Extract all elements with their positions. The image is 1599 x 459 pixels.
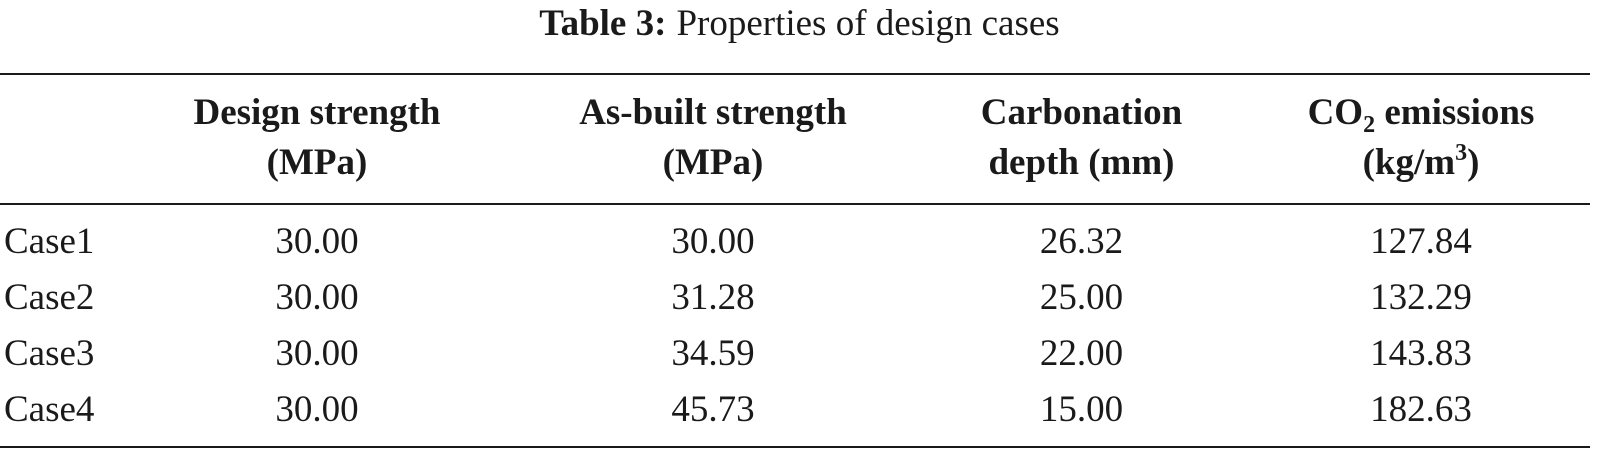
carbonation-depth-value: 25.00 — [1039, 277, 1124, 318]
header-rule — [0, 203, 1590, 205]
carbonation-depth-value: 26.32 — [1039, 221, 1124, 262]
header-line: (kg/m3) — [1282, 138, 1560, 188]
case-label: Case1 — [4, 221, 95, 262]
table-row: Case1 30.00 30.00 26.32 127.84 — [0, 213, 1590, 271]
co2-co: CO — [1307, 92, 1364, 133]
design-strength-value: 30.00 — [275, 333, 359, 374]
header-line: As-built strength — [579, 92, 847, 133]
design-strength-value: 30.00 — [275, 221, 359, 262]
co2-emissions-value: 143.83 — [1370, 333, 1472, 374]
carbonation-depth-value: 22.00 — [1039, 333, 1124, 374]
carbonation-depth-value: 15.00 — [1039, 389, 1124, 430]
header-carbonation-depth: Carbonation depth (mm) — [960, 88, 1203, 188]
header-line: depth (mm) — [988, 142, 1175, 183]
co2-rest: emissions — [1375, 92, 1535, 133]
asbuilt-strength-value: 45.73 — [671, 389, 755, 430]
caption-text: Properties of design cases — [676, 3, 1060, 44]
co2-emissions-value: 127.84 — [1370, 221, 1472, 262]
table-row: Case4 30.00 45.73 15.00 182.63 — [0, 381, 1590, 439]
header-line: Carbonation — [980, 92, 1183, 133]
design-strength-value: 30.00 — [275, 389, 359, 430]
header-line: Design strength — [193, 92, 441, 133]
header-line: (MPa) — [662, 142, 764, 183]
header-co2-emissions: CO2 emissions (kg/m3) — [1282, 88, 1560, 188]
case-label: Case4 — [4, 389, 95, 430]
unit-open: (kg/m — [1362, 142, 1456, 183]
bottom-rule — [0, 446, 1590, 448]
top-rule — [0, 73, 1590, 75]
case-label: Case3 — [4, 333, 95, 374]
unit-superscript: 3 — [1455, 140, 1468, 166]
caption-label: Table 3: — [539, 3, 667, 44]
unit-close: ) — [1467, 142, 1480, 183]
header-design-strength: Design strength (MPa) — [167, 88, 467, 188]
header-line: CO2 emissions — [1282, 88, 1560, 138]
co2-emissions-value: 182.63 — [1370, 389, 1472, 430]
co2-emissions-value: 132.29 — [1370, 277, 1472, 318]
header-asbuilt-strength: As-built strength (MPa) — [552, 88, 874, 188]
design-strength-value: 30.00 — [275, 277, 359, 318]
asbuilt-strength-value: 30.00 — [671, 221, 755, 262]
table-row: Case2 30.00 31.28 25.00 132.29 — [0, 269, 1590, 327]
table-caption: Table 3: Properties of design cases — [0, 2, 1599, 46]
case-label: Case2 — [4, 277, 95, 318]
co2-subscript: 2 — [1363, 112, 1376, 138]
asbuilt-strength-value: 34.59 — [671, 333, 755, 374]
header-line: (MPa) — [266, 142, 368, 183]
table-row: Case3 30.00 34.59 22.00 143.83 — [0, 325, 1590, 383]
asbuilt-strength-value: 31.28 — [671, 277, 755, 318]
